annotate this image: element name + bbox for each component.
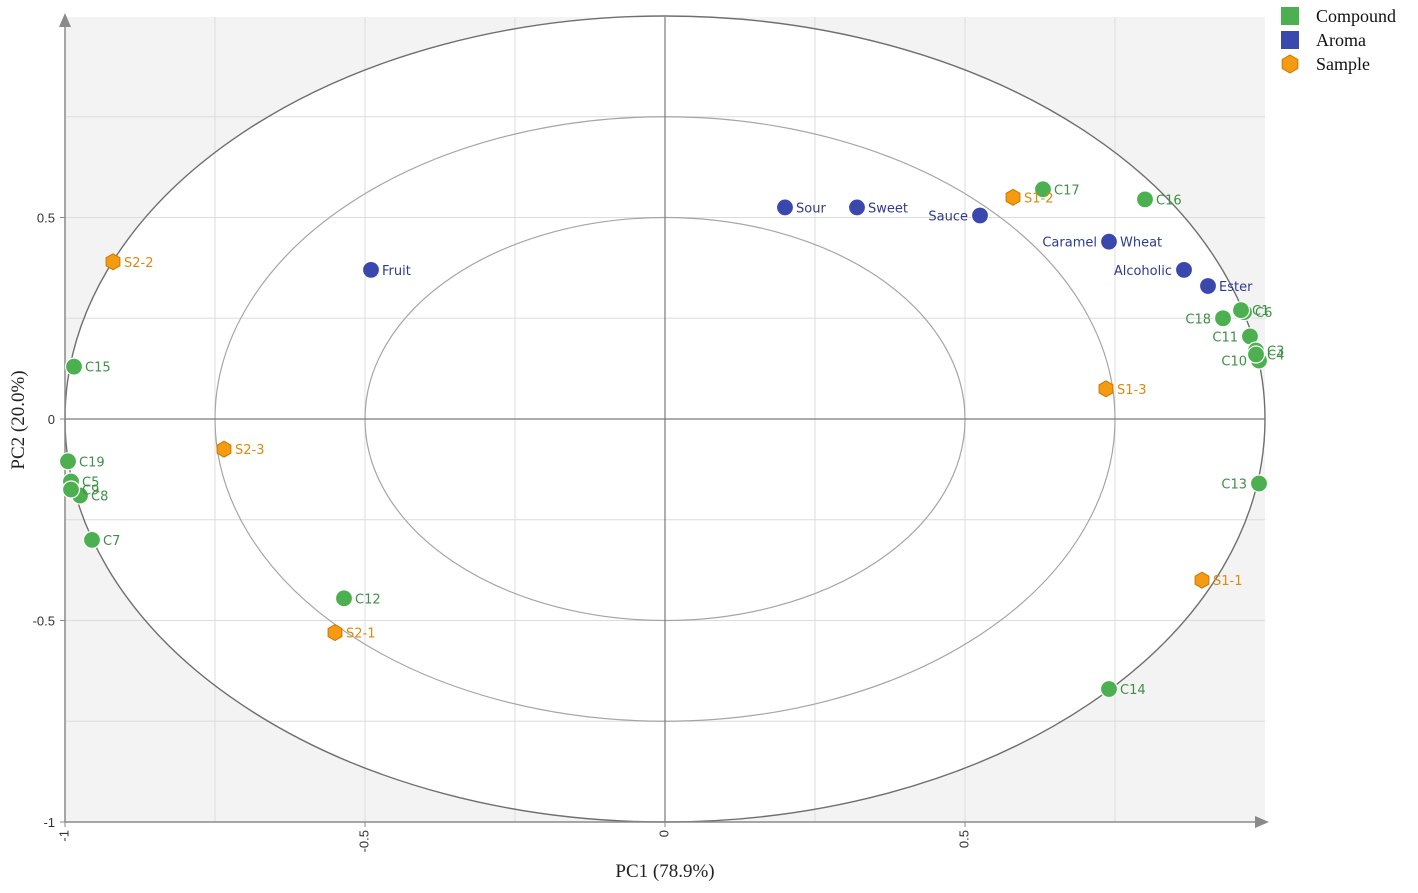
point-label-s1-2: S1-2: [1024, 191, 1054, 206]
point-label-s2-3: S2-3: [235, 443, 265, 458]
point-label-c11: C11: [1212, 330, 1238, 345]
point-label-c10: C10: [1221, 355, 1247, 370]
legend-marker-aroma: [1281, 31, 1299, 49]
point-label-c4: C4: [1267, 349, 1284, 364]
point-label-c3: C3: [1267, 344, 1284, 359]
y-tick-label: 0: [48, 412, 55, 427]
point-label-c1: C1: [1252, 304, 1269, 319]
point-s2-3: [216, 440, 232, 458]
point-c1: [1231, 301, 1251, 320]
point-c12: [334, 589, 354, 608]
point-c15: [64, 357, 84, 376]
point-label-s1-3: S1-3: [1117, 383, 1147, 398]
point-wheat: [1099, 232, 1119, 251]
point-c4: [1246, 345, 1266, 364]
legend-label-sample: Sample: [1316, 54, 1370, 74]
point-ester: [1198, 276, 1218, 296]
point-label-c16: C16: [1156, 193, 1182, 208]
tick-labels: -1 -0.5 0 0.5 0.5 0 -0.5 -1: [33, 211, 972, 853]
point-label-c14: C14: [1120, 683, 1146, 698]
y-axis-title: PC2 (20.0%): [8, 370, 29, 469]
point-label-c18: C18: [1185, 312, 1211, 327]
point-label-sour: Sour: [796, 201, 826, 216]
x-tick-label: 0: [656, 830, 671, 837]
point-label-c19: C19: [79, 455, 105, 470]
point-label-c7: C7: [103, 534, 120, 549]
x-axis-arrow: [1255, 816, 1269, 828]
point-c17: [1033, 180, 1053, 199]
legend: Compound Aroma Sample: [1281, 6, 1396, 74]
x-tick-label: 0.5: [956, 830, 971, 848]
x-tick-label: -1: [56, 830, 71, 842]
point-s1-1: [1194, 571, 1210, 589]
point-label-sweet: Sweet: [868, 201, 908, 216]
point-label-c9: C9: [82, 484, 99, 499]
point-c14: [1099, 679, 1119, 699]
point-c13: [1249, 474, 1269, 493]
point-c19: [58, 452, 78, 471]
point-label-alcoholic: Alcoholic: [1114, 264, 1172, 279]
point-fruit: [361, 260, 381, 279]
legend-marker-sample: [1281, 54, 1299, 74]
point-label-c8: C8: [91, 490, 108, 505]
point-label-c13: C13: [1221, 477, 1247, 492]
point-c18: [1213, 309, 1233, 328]
legend-label-compound: Compound: [1316, 6, 1396, 26]
axes: [59, 13, 1269, 828]
point-label-fruit: Fruit: [382, 264, 411, 279]
legend-marker-compound: [1281, 7, 1299, 25]
point-label-s1-1: S1-1: [1213, 574, 1243, 589]
point-sauce: [970, 206, 990, 225]
point-label-s2-1: S2-1: [346, 627, 376, 642]
point-s1-2: [1005, 188, 1021, 206]
y-tick-label: 0.5: [37, 211, 55, 226]
point-alcoholic: [1174, 260, 1194, 279]
y-tick-label: -1: [43, 815, 55, 830]
point-label-c15: C15: [85, 361, 111, 376]
point-c7: [82, 530, 102, 550]
point-sweet: [847, 198, 867, 217]
point-label-wheat: Wheat: [1120, 236, 1162, 251]
legend-label-aroma: Aroma: [1316, 30, 1366, 50]
point-s1-3: [1098, 380, 1114, 398]
point-label-c17: C17: [1054, 183, 1080, 198]
point-c9: [61, 480, 81, 499]
x-tick-label: -0.5: [356, 830, 371, 852]
point-label-sauce: Sauce: [928, 209, 968, 224]
point-label-c12: C12: [355, 592, 381, 607]
point-label-s2-2: S2-2: [124, 256, 154, 271]
y-axis-arrow: [59, 13, 71, 27]
point-label-ester: Ester: [1219, 280, 1253, 295]
point-label-caramel: Caramel: [1042, 236, 1097, 251]
y-tick-label: -0.5: [33, 614, 55, 629]
point-s2-2: [105, 253, 121, 271]
point-sour: [775, 198, 795, 217]
point-label-c6: C6: [1255, 306, 1272, 321]
point-s2-1: [327, 624, 343, 642]
point-c16: [1135, 190, 1155, 209]
x-axis-title: PC1 (78.9%): [615, 861, 714, 882]
point-label-c5: C5: [82, 475, 99, 490]
